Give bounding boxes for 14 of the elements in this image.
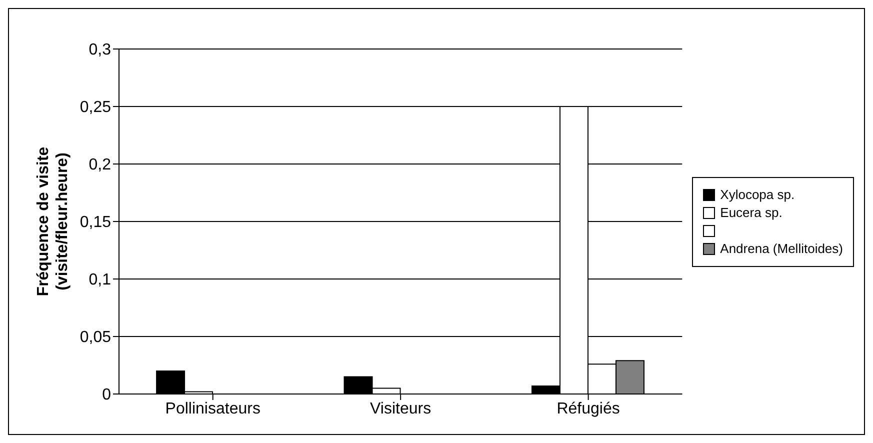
y-tick-label: 0,05	[80, 329, 112, 346]
legend-label: Xylocopa sp.	[720, 187, 795, 202]
legend-label: Andrena (Mellitoides)	[720, 241, 843, 256]
y-tick-label: 0,15	[80, 214, 112, 232]
y-axis-title: Fréquence de visite (visite/fleur.heure)	[35, 146, 71, 296]
legend-label: Eucera sp.	[720, 205, 782, 220]
x-tick-label: Réfugiés	[556, 400, 620, 418]
y-tick-label: 0,3	[88, 42, 112, 59]
y-tick-label: 0,25	[80, 99, 112, 116]
y-tick-label: 0,2	[88, 156, 112, 174]
x-tick-label: Visiteurs	[370, 400, 432, 418]
x-tick-label: Pollinisateurs	[165, 400, 260, 418]
y-tick-label: 0,1	[88, 272, 112, 289]
y-tick-label: 0	[102, 386, 112, 404]
